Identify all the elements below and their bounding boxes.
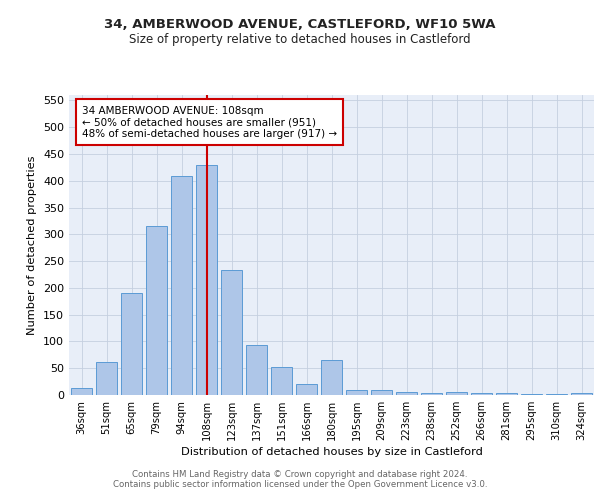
Bar [196, 164, 217, 395]
Bar [571, 393, 592, 395]
Bar [296, 384, 317, 395]
Bar [371, 390, 392, 395]
Bar [321, 360, 342, 395]
Text: Size of property relative to detached houses in Castleford: Size of property relative to detached ho… [129, 32, 471, 46]
Bar [171, 176, 192, 395]
Bar [396, 392, 417, 395]
Bar [146, 226, 167, 395]
Bar [446, 392, 467, 395]
Text: 34, AMBERWOOD AVENUE, CASTLEFORD, WF10 5WA: 34, AMBERWOOD AVENUE, CASTLEFORD, WF10 5… [104, 18, 496, 30]
Bar [271, 367, 292, 395]
Bar [346, 390, 367, 395]
Text: 34 AMBERWOOD AVENUE: 108sqm
← 50% of detached houses are smaller (951)
48% of se: 34 AMBERWOOD AVENUE: 108sqm ← 50% of det… [82, 106, 337, 139]
Bar [421, 393, 442, 395]
Bar [96, 362, 117, 395]
Bar [71, 388, 92, 395]
Bar [221, 270, 242, 395]
Bar [121, 293, 142, 395]
Bar [521, 394, 542, 395]
Bar [496, 394, 517, 395]
Bar [246, 345, 267, 395]
Text: Contains HM Land Registry data © Crown copyright and database right 2024.
Contai: Contains HM Land Registry data © Crown c… [113, 470, 487, 489]
Bar [471, 394, 492, 395]
X-axis label: Distribution of detached houses by size in Castleford: Distribution of detached houses by size … [181, 447, 482, 457]
Y-axis label: Number of detached properties: Number of detached properties [28, 155, 37, 335]
Bar [546, 394, 567, 395]
